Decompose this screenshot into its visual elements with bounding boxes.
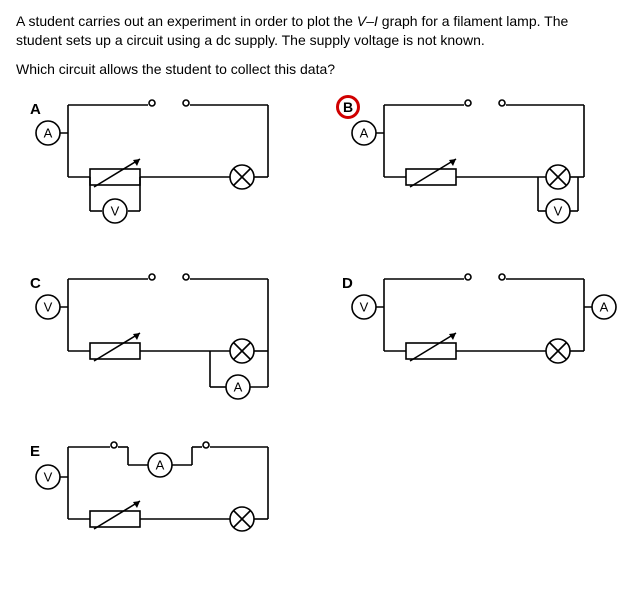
ammeter-label: A: [156, 457, 165, 472]
stem-vi: V–I: [357, 13, 378, 29]
voltmeter-label: V: [44, 469, 53, 484]
circuit-d-svg: V A: [366, 269, 617, 409]
circuit-c: V A: [50, 269, 314, 399]
voltmeter-label: V: [44, 299, 53, 314]
circuit-b: A V: [366, 95, 617, 225]
circuit-d: V A: [366, 269, 617, 399]
circuit-a: A V: [50, 95, 314, 225]
circuit-b-svg: A V: [366, 95, 617, 235]
option-label-b-selected[interactable]: B: [336, 95, 360, 119]
ammeter-label: A: [234, 379, 243, 394]
ammeter-label: A: [360, 125, 369, 140]
circuit-c-svg: V A: [50, 269, 314, 419]
stem-line2: student sets up a circuit using a dc sup…: [16, 32, 485, 48]
circuit-a-svg: A V: [50, 95, 314, 235]
ammeter-label: A: [600, 299, 609, 314]
option-label-d[interactable]: D: [342, 275, 353, 292]
voltmeter-label: V: [111, 203, 120, 218]
stem-line3: Which circuit allows the student to coll…: [16, 61, 335, 77]
options-area: A A: [16, 97, 601, 577]
stem-line1b: graph for a filament lamp. The: [378, 13, 568, 29]
option-label-b: B: [343, 99, 353, 115]
option-label-c[interactable]: C: [30, 275, 41, 292]
stem-line1a: A student carries out an experiment in o…: [16, 13, 357, 29]
voltmeter-label: V: [360, 299, 369, 314]
circuit-e: A V: [50, 437, 314, 567]
option-label-e[interactable]: E: [30, 443, 40, 460]
option-label-a[interactable]: A: [30, 101, 41, 118]
voltmeter-label: V: [554, 203, 563, 218]
question-stem: A student carries out an experiment in o…: [16, 12, 601, 79]
ammeter-label: A: [44, 125, 53, 140]
